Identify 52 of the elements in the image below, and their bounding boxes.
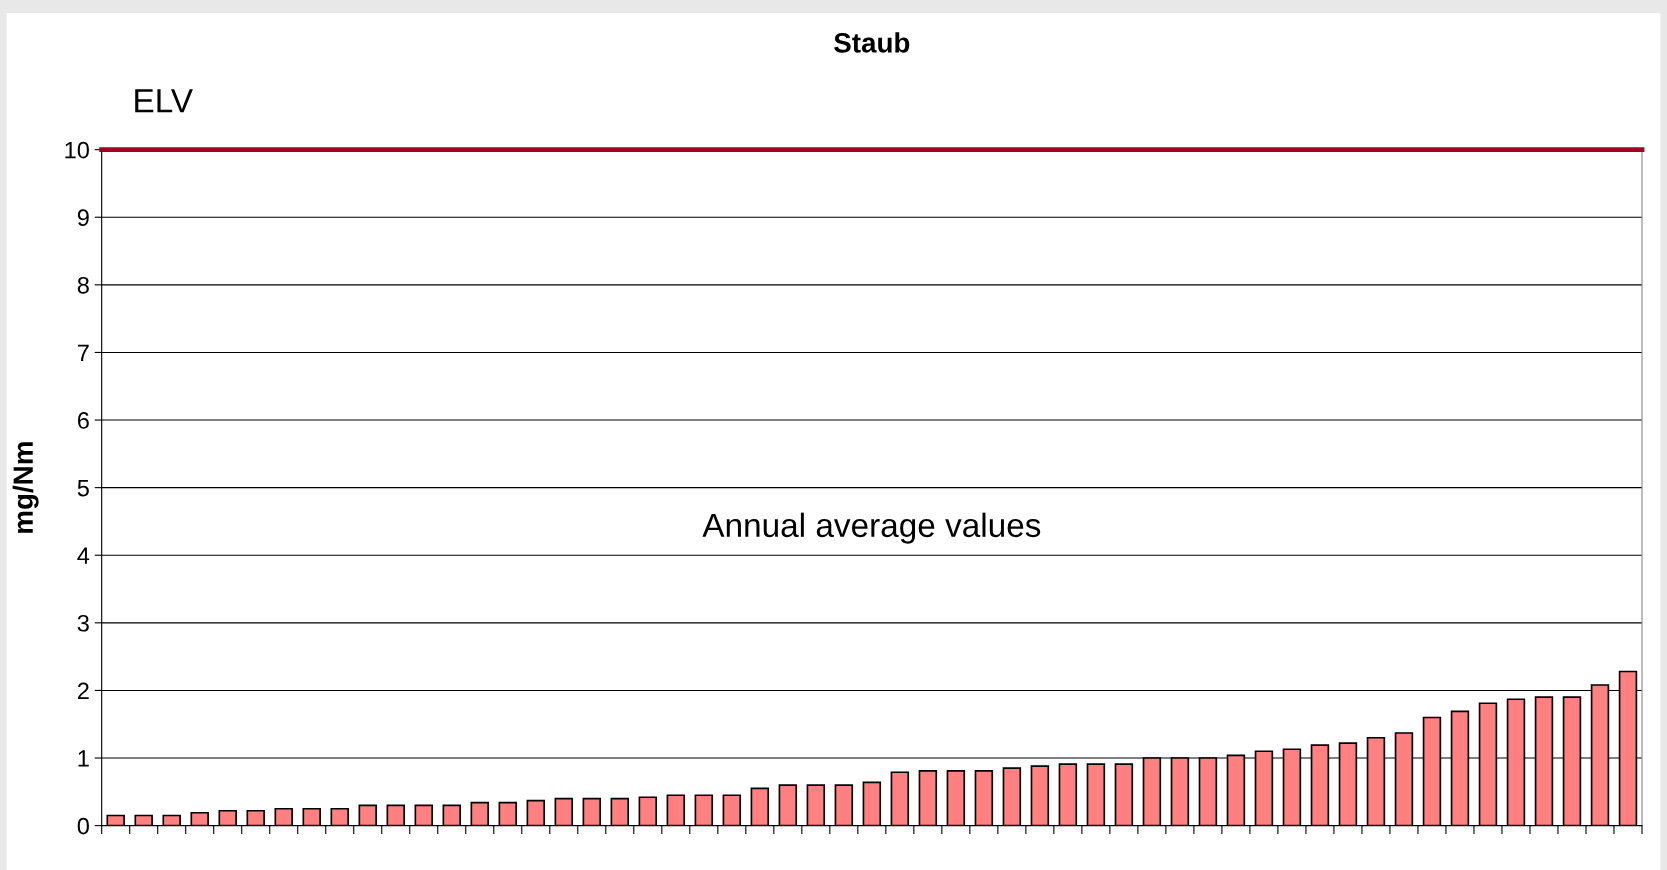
bar: [1002, 767, 1022, 826]
bar: [890, 771, 910, 826]
bar: [498, 801, 518, 826]
y-tick-label: 2: [77, 682, 89, 699]
y-tick-label: 9: [77, 209, 89, 227]
bar: [218, 809, 237, 826]
bar: [638, 796, 658, 826]
bar: [1030, 765, 1050, 826]
bar: [946, 770, 966, 826]
ref-line-label: ELV: [135, 89, 193, 113]
bar: [722, 794, 742, 826]
y-tick-label: 5: [77, 479, 89, 497]
bar: [974, 770, 994, 826]
bar: [470, 801, 489, 826]
y-tick-label: 7: [77, 344, 89, 361]
annotation: Annual average values: [702, 512, 1041, 544]
bar: [526, 799, 546, 826]
y-tick-label: 10: [65, 141, 89, 159]
bar: [162, 814, 181, 826]
bar: [442, 804, 461, 826]
bar: [582, 797, 602, 826]
bar: [106, 814, 125, 826]
bar: [666, 794, 686, 826]
bar: [862, 781, 882, 826]
bar: [806, 784, 826, 826]
bar: [274, 807, 293, 826]
y-tick-label: 8: [77, 276, 89, 294]
bar: [694, 794, 714, 826]
bar: [750, 787, 770, 826]
bar: [386, 804, 405, 826]
y-tick-label: 6: [77, 412, 89, 429]
bar: [1086, 763, 1106, 826]
bar: [330, 807, 349, 826]
bar: [246, 809, 265, 826]
chart-title: Staub: [834, 32, 910, 53]
bar: [554, 797, 574, 826]
bar: [190, 811, 209, 826]
bar: [358, 804, 377, 826]
bar: [834, 784, 854, 826]
bar: [414, 804, 433, 826]
y-tick-label: 1: [78, 750, 89, 767]
bar: [918, 770, 938, 826]
y-tick-label: 4: [77, 547, 90, 564]
y-tick-label: 3: [77, 614, 89, 632]
bar: [778, 784, 798, 826]
bar: [302, 807, 321, 826]
bar: [610, 797, 630, 826]
y-axis-title: mg/Nm: [12, 442, 39, 533]
bar: [1058, 763, 1078, 826]
y-tick-label: 0: [77, 817, 89, 835]
bar: [1114, 763, 1134, 826]
bar: [134, 814, 153, 826]
